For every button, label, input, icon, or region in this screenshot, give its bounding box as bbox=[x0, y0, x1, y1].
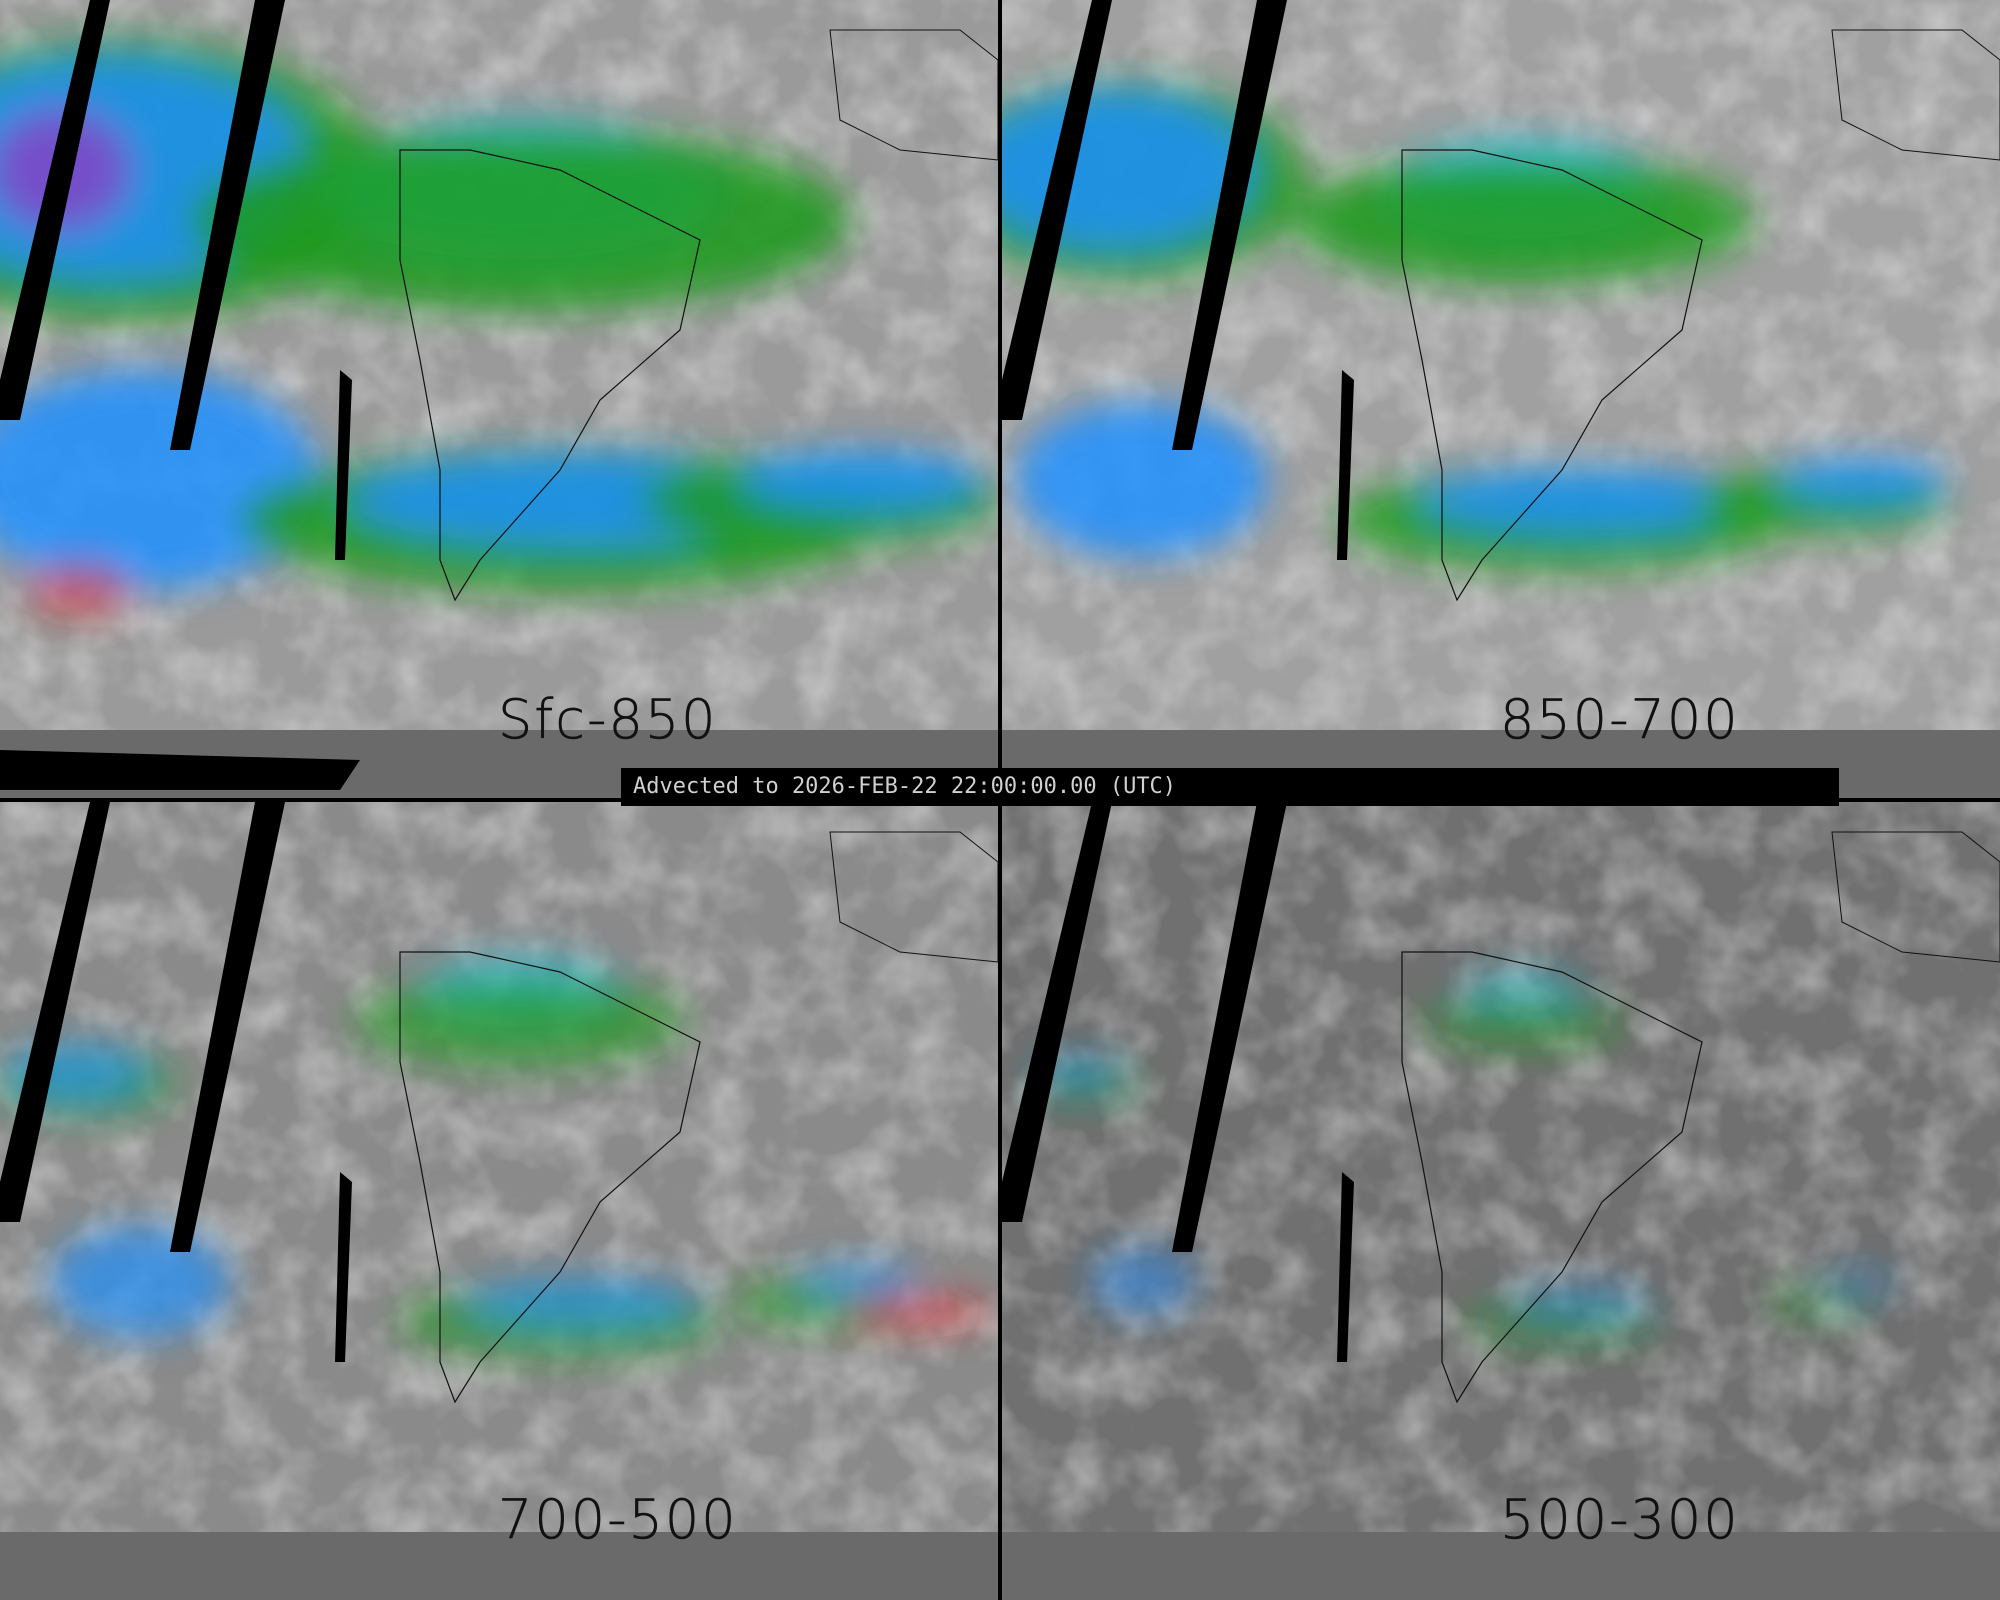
missing-data-swath bbox=[1172, 0, 1287, 450]
panel-700-500 bbox=[0, 802, 998, 1600]
panel-500-300 bbox=[1002, 802, 2000, 1600]
moisture-band bbox=[1423, 995, 1621, 1049]
missing-data-swath bbox=[335, 370, 352, 560]
moisture-band bbox=[1778, 459, 1946, 501]
panel-850-700 bbox=[1002, 0, 2000, 798]
missing-data-swath bbox=[1002, 802, 1112, 1222]
coastline bbox=[1831, 831, 2000, 963]
missing-data-swath bbox=[0, 750, 360, 790]
coastline bbox=[1401, 951, 1703, 1404]
moisture-band bbox=[740, 450, 980, 510]
moisture-band bbox=[1088, 1249, 1196, 1315]
coastline bbox=[829, 831, 998, 963]
moisture-band bbox=[1826, 1273, 1898, 1291]
layer-label-700-500: 700-500 bbox=[498, 1488, 738, 1552]
missing-data-swath bbox=[1172, 802, 1287, 1252]
moisture-band bbox=[355, 977, 685, 1067]
coastline bbox=[399, 149, 701, 602]
layer-label-850-700: 850-700 bbox=[1500, 688, 1740, 752]
coastline bbox=[1401, 149, 1703, 602]
moisture-band bbox=[0, 370, 320, 590]
missing-data-swath bbox=[1337, 370, 1354, 560]
moisture-band bbox=[1768, 1288, 1876, 1316]
missing-data-swath bbox=[170, 802, 285, 1252]
layer-label-sfc-850: Sfc-850 bbox=[498, 688, 718, 752]
moisture-imagery bbox=[0, 802, 998, 1600]
moisture-band bbox=[1421, 468, 1743, 532]
moisture-band bbox=[190, 130, 850, 310]
moisture-band bbox=[1016, 403, 1268, 557]
moisture-band bbox=[800, 1267, 920, 1297]
missing-data-swath bbox=[0, 802, 110, 1222]
missing-data-swath bbox=[335, 1172, 352, 1362]
coastline bbox=[1831, 29, 2000, 161]
missing-data-swath bbox=[0, 0, 110, 420]
moisture-band bbox=[1291, 157, 1753, 283]
missing-data-swath bbox=[1337, 1172, 1354, 1362]
moisture-band bbox=[1513, 1288, 1651, 1316]
moisture-band bbox=[50, 1227, 230, 1337]
missing-data-swath bbox=[170, 0, 285, 450]
missing-data-swath bbox=[1002, 0, 1112, 420]
coastline bbox=[399, 951, 701, 1404]
coastline bbox=[829, 29, 998, 161]
timestamp-text: Advected to 2026-FEB-22 22:00:00.00 (UTC… bbox=[633, 774, 1177, 799]
moisture-band bbox=[465, 1279, 695, 1325]
panel-sfc-850 bbox=[0, 0, 998, 798]
moisture-imagery bbox=[1002, 802, 2000, 1600]
moisture-imagery bbox=[1002, 0, 2000, 798]
moisture-imagery bbox=[0, 0, 998, 798]
moisture-band bbox=[1037, 1055, 1121, 1089]
layer-label-500-300: 500-300 bbox=[1500, 1488, 1740, 1552]
timestamp-banner: Advected to 2026-FEB-22 22:00:00.00 (UTC… bbox=[621, 768, 1839, 806]
